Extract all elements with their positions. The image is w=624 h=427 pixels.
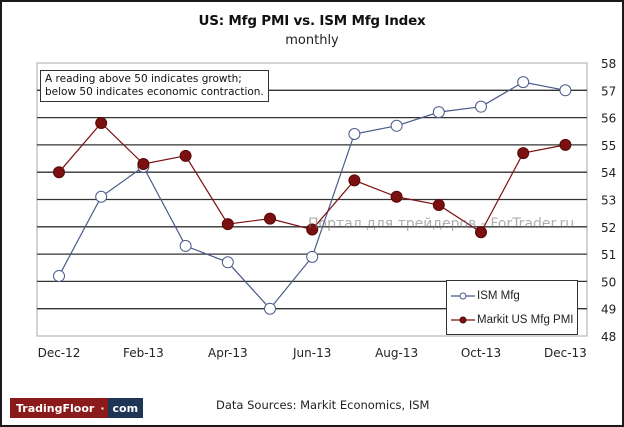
chart-title: US: Mfg PMI vs. ISM Mfg Index (198, 13, 426, 29)
y-tick-label: 57 (601, 84, 616, 98)
y-tick-label: 51 (601, 248, 616, 262)
pmi-point (306, 223, 319, 236)
ism-point (221, 256, 234, 269)
ism-point (348, 127, 361, 140)
pmi-point (348, 174, 361, 187)
y-tick-label: 55 (601, 139, 616, 153)
legend-label-ism: ISM Mfg (477, 290, 520, 302)
annotation-line-2: below 50 indicates economic contraction. (45, 86, 264, 98)
pmi-point (475, 226, 487, 239)
pmi-point (179, 149, 192, 162)
y-tick-label: 53 (601, 194, 616, 208)
y-tick-label: 48 (601, 330, 616, 344)
chart-subtitle: monthly (285, 33, 339, 48)
x-tick-label: Aug-13 (375, 346, 418, 360)
pmi-point (221, 218, 234, 231)
pmi-point (390, 190, 403, 203)
logo-left: TradingFloor (10, 398, 101, 418)
ism-point (179, 239, 192, 252)
x-tick-label: Oct-13 (461, 346, 501, 360)
logo-dot: · (100, 398, 108, 418)
pmi-point (95, 117, 108, 130)
legend-label-pmi: Markit US Mfg PMI (477, 314, 574, 326)
pmi-point (432, 198, 445, 211)
x-tick-label: Dec-13 (544, 346, 587, 360)
x-tick-label: Jun-13 (292, 346, 331, 360)
ism-point (306, 250, 319, 263)
y-tick-label: 49 (601, 303, 616, 317)
watermark: Портал для трейдеров - ForTrader.ru (308, 216, 575, 232)
tradingfloor-logo: TradingFloor · com (10, 398, 144, 418)
ism-point (517, 76, 530, 89)
legend: ISM Mfg Markit US Mfg PMI (446, 280, 578, 335)
pmi-point (517, 147, 530, 160)
x-tick-label: Apr-13 (208, 346, 248, 360)
ism-point (264, 302, 276, 315)
annotation-line-1: A reading above 50 indicates growth; (45, 73, 242, 85)
x-tick-label: Dec-12 (38, 346, 81, 360)
ism-point (559, 84, 572, 97)
ism-point (95, 190, 108, 203)
annotation-box: A reading above 50 indicates growth; bel… (40, 70, 269, 102)
y-tick-label: 54 (601, 166, 616, 180)
x-tick-label: Feb-13 (123, 346, 164, 360)
legend-marker-open-circle-icon (451, 292, 475, 300)
pmi-point (53, 166, 65, 179)
legend-item-ism: ISM Mfg (451, 288, 520, 304)
ism-point (390, 119, 403, 132)
legend-marker-filled-circle-icon (451, 316, 475, 324)
pmi-point (559, 138, 572, 151)
y-tick-label: 50 (601, 275, 616, 289)
ism-point (53, 269, 65, 282)
y-tick-label: 58 (601, 57, 616, 71)
ism-point (432, 106, 445, 119)
pmi-point (137, 158, 150, 171)
data-source: Data Sources: Markit Economics, ISM (216, 398, 430, 412)
logo-right: com (107, 398, 144, 418)
y-tick-label: 52 (601, 221, 616, 235)
ism-point (475, 100, 487, 113)
y-tick-label: 56 (601, 112, 616, 126)
pmi-point (264, 212, 276, 225)
legend-item-pmi: Markit US Mfg PMI (451, 312, 573, 328)
